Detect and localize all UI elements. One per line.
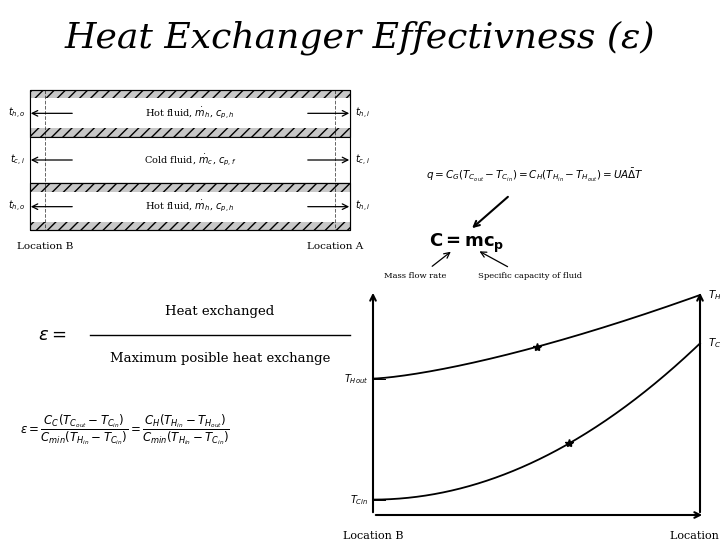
Bar — [30, 90, 350, 137]
Text: Location A: Location A — [670, 531, 720, 540]
Text: $T_{Hin}$: $T_{Hin}$ — [708, 288, 720, 302]
Text: $t_{h,i}$: $t_{h,i}$ — [355, 106, 371, 121]
Text: $\mathbf{C=mc_p}$: $\mathbf{C=mc_p}$ — [429, 232, 505, 254]
Text: $t_{h,o}$: $t_{h,o}$ — [7, 199, 25, 214]
Bar — [30, 184, 350, 230]
Text: $t_{h,o}$: $t_{h,o}$ — [7, 106, 25, 121]
Bar — [30, 98, 350, 129]
Text: Location B: Location B — [17, 242, 73, 251]
Bar — [30, 184, 350, 230]
Text: $q=C_G(T_{C_{out}}-T_{C_{in}})=C_H(T_{H_{in}}-T_{H_{out}})=UA\bar{\Delta}T$: $q=C_G(T_{C_{out}}-T_{C_{in}})=C_H(T_{H_… — [426, 166, 644, 184]
Text: $\epsilon=\dfrac{C_C(T_{C_{out}}-T_{C_{in}})}{C_{min}(T_{H_{in}}-T_{C_{in}})}=\d: $\epsilon=\dfrac{C_C(T_{C_{out}}-T_{C_{i… — [20, 413, 230, 448]
Bar — [30, 90, 350, 137]
Text: Hot fluid, $\dot{m}_h$, $c_{p,h}$: Hot fluid, $\dot{m}_h$, $c_{p,h}$ — [145, 199, 235, 214]
Text: $T_{Cout}$: $T_{Cout}$ — [708, 336, 720, 350]
Text: $T_{Hout}$: $T_{Hout}$ — [343, 372, 368, 386]
Bar — [30, 192, 350, 221]
Text: Hot fluid, $\dot{m}_h$, $c_{p,h}$: Hot fluid, $\dot{m}_h$, $c_{p,h}$ — [145, 106, 235, 121]
Text: $t_{c,i}$: $t_{c,i}$ — [10, 152, 25, 167]
Text: $\varepsilon =$: $\varepsilon =$ — [38, 326, 66, 344]
Text: $t_{c,i}$: $t_{c,i}$ — [355, 152, 370, 167]
Text: $T_{Cin}$: $T_{Cin}$ — [349, 492, 368, 507]
Text: Mass flow rate: Mass flow rate — [384, 272, 446, 280]
Text: Cold fluid, $\dot{m}_c$, $c_{p,f}$: Cold fluid, $\dot{m}_c$, $c_{p,f}$ — [144, 152, 236, 168]
Text: Location B: Location B — [343, 531, 403, 540]
Text: Location A: Location A — [307, 242, 363, 251]
Text: Heat Exchanger Effectivness (ε): Heat Exchanger Effectivness (ε) — [65, 21, 655, 55]
Text: Maximum posible heat exchange: Maximum posible heat exchange — [110, 352, 330, 365]
Text: Specific capacity of fluid: Specific capacity of fluid — [478, 272, 582, 280]
Text: $t_{h,i}$: $t_{h,i}$ — [355, 199, 371, 214]
Text: Heat exchanged: Heat exchanged — [166, 305, 274, 318]
Bar — [30, 137, 350, 184]
